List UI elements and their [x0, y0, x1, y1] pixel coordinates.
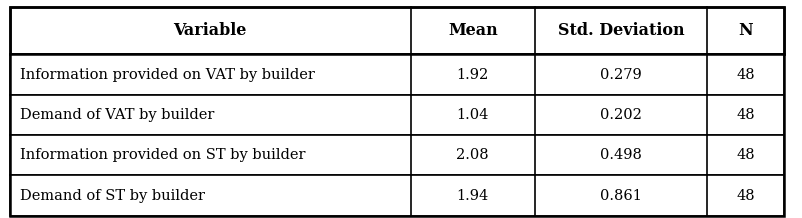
Bar	[10, 7, 784, 54]
Text: 0.202: 0.202	[600, 108, 642, 122]
Text: Demand of ST by builder: Demand of ST by builder	[20, 189, 205, 203]
Text: 2.08: 2.08	[456, 148, 489, 162]
Text: 48: 48	[736, 108, 755, 122]
Text: 1.04: 1.04	[456, 108, 489, 122]
Text: 1.92: 1.92	[456, 68, 489, 82]
Text: 48: 48	[736, 68, 755, 82]
Text: Mean: Mean	[448, 22, 498, 39]
Text: N: N	[738, 22, 753, 39]
Text: 0.861: 0.861	[600, 189, 642, 203]
Bar	[10, 135, 784, 175]
Text: Information provided on VAT by builder: Information provided on VAT by builder	[20, 68, 315, 82]
Bar	[10, 175, 784, 216]
Text: 0.279: 0.279	[600, 68, 642, 82]
Text: Std. Deviation: Std. Deviation	[558, 22, 684, 39]
Text: 48: 48	[736, 189, 755, 203]
Text: Information provided on ST by builder: Information provided on ST by builder	[20, 148, 306, 162]
Bar	[10, 95, 784, 135]
Text: Variable: Variable	[173, 22, 247, 39]
Text: Demand of VAT by builder: Demand of VAT by builder	[20, 108, 214, 122]
Text: 48: 48	[736, 148, 755, 162]
Bar	[10, 54, 784, 95]
Text: 0.498: 0.498	[600, 148, 642, 162]
Text: 1.94: 1.94	[456, 189, 489, 203]
